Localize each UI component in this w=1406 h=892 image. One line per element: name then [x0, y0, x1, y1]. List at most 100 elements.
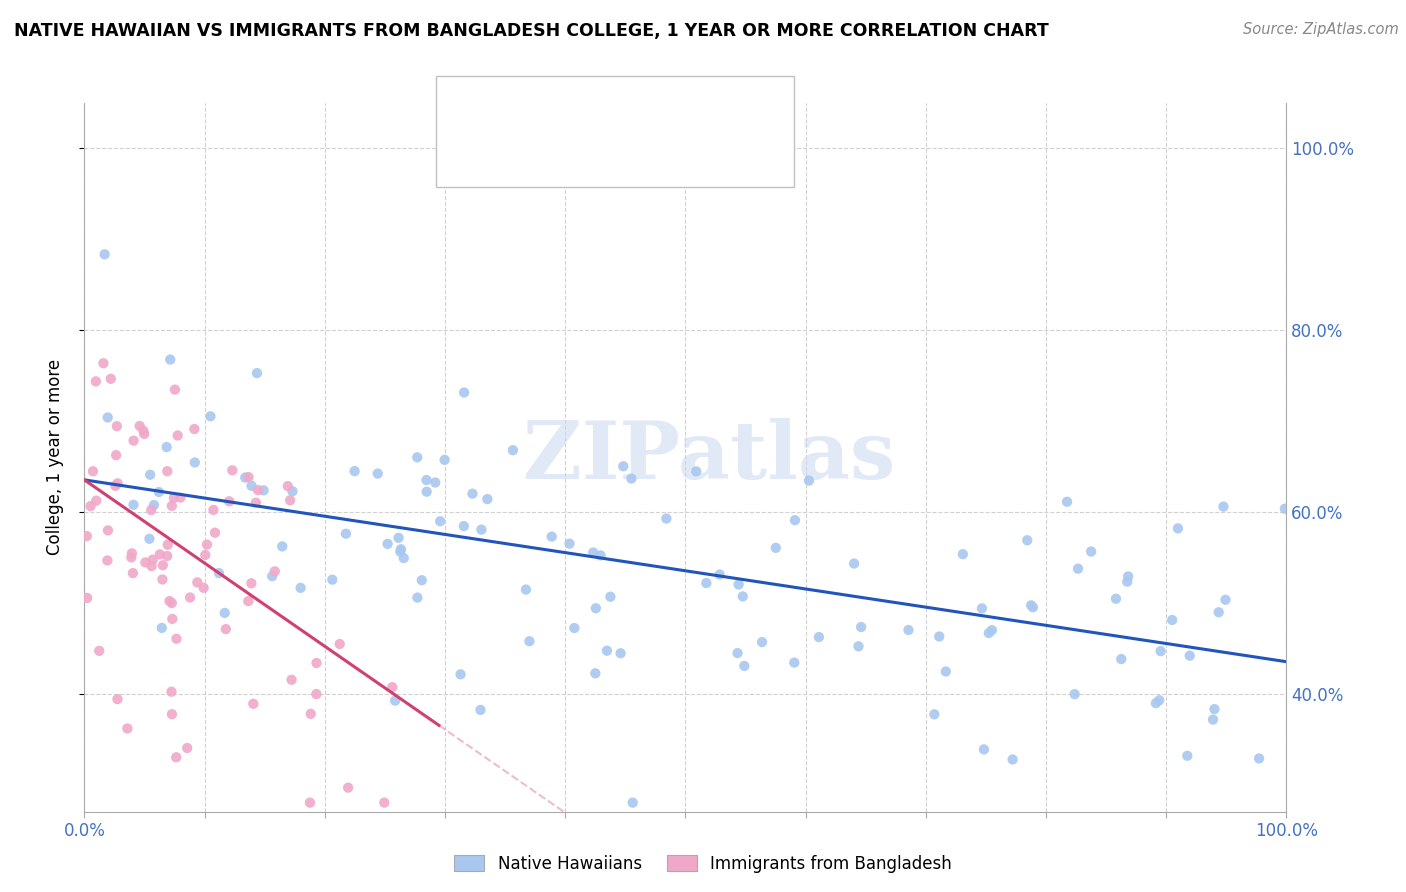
Point [159, 352, 181, 367]
Point [583, 666, 606, 681]
Text: -0.494: -0.494 [536, 100, 600, 118]
Point [84, 493, 107, 508]
Point [897, 623, 920, 637]
Point [381, 680, 404, 694]
Point [807, 630, 830, 644]
Point [433, 453, 456, 467]
Point [176, 741, 198, 756]
Point [655, 511, 678, 525]
Point [156, 549, 179, 563]
Point [169, 491, 191, 505]
Point [97, 524, 120, 538]
Point [122, 498, 145, 512]
Point [290, 581, 312, 595]
Point [159, 594, 181, 608]
Point [842, 557, 865, 571]
Point [751, 635, 773, 649]
Point [134, 427, 156, 442]
Point [849, 620, 872, 634]
Point [540, 530, 562, 544]
Point [89, 644, 111, 658]
Point [1208, 605, 1230, 619]
Point [695, 576, 717, 591]
Point [166, 632, 188, 646]
Point [263, 564, 285, 578]
Point [928, 630, 950, 644]
Point [184, 455, 207, 469]
Point [84, 375, 107, 389]
Point [564, 621, 586, 635]
Point [156, 538, 179, 552]
Point [179, 591, 201, 605]
Point [165, 750, 187, 764]
Point [519, 634, 541, 648]
Point [1178, 648, 1201, 663]
Point [1149, 693, 1171, 707]
Point [152, 558, 174, 573]
Point [765, 541, 787, 555]
Point [122, 566, 145, 580]
Point [1247, 751, 1270, 765]
Point [242, 697, 264, 711]
Point [193, 581, 215, 595]
Point [973, 742, 995, 756]
Point [160, 707, 183, 722]
Point [163, 491, 186, 505]
Point [1116, 574, 1139, 589]
Point [335, 526, 357, 541]
Point [142, 498, 165, 512]
Point [373, 796, 395, 810]
Point [977, 626, 1000, 640]
Point [1019, 599, 1042, 613]
Point [166, 428, 188, 442]
Point [1063, 687, 1085, 701]
Point [97, 410, 120, 425]
Point [329, 637, 352, 651]
Point [105, 419, 128, 434]
Point [415, 484, 437, 499]
Text: ZIPatlas: ZIPatlas [523, 418, 896, 496]
Point [783, 656, 806, 670]
Point [970, 601, 993, 615]
Point [134, 555, 156, 569]
Point [1175, 748, 1198, 763]
Point [470, 523, 492, 537]
Text: 76: 76 [651, 144, 676, 161]
Point [387, 531, 409, 545]
Point [100, 372, 122, 386]
Point [141, 559, 163, 574]
Point [470, 703, 492, 717]
Point [709, 567, 731, 582]
Point [1161, 613, 1184, 627]
Point [208, 566, 231, 580]
Point [582, 545, 605, 559]
Point [1215, 592, 1237, 607]
Point [107, 476, 129, 491]
Point [980, 623, 1002, 637]
Point [515, 582, 537, 597]
Point [384, 693, 406, 707]
Point [132, 424, 155, 438]
Point [246, 366, 269, 380]
Point [848, 640, 870, 654]
Point [202, 503, 225, 517]
Point [343, 464, 366, 478]
Point [117, 722, 139, 736]
Point [429, 514, 451, 528]
Point [1274, 501, 1296, 516]
Point [218, 494, 240, 508]
Point [1001, 752, 1024, 766]
Point [141, 503, 163, 517]
Legend: Native Hawaiians, Immigrants from Bangladesh: Native Hawaiians, Immigrants from Bangla… [447, 848, 959, 880]
Point [281, 484, 304, 499]
Point [150, 621, 173, 635]
Text: NATIVE HAWAIIAN VS IMMIGRANTS FROM BANGLADESH COLLEGE, 1 YEAR OR MORE CORRELATIO: NATIVE HAWAIIAN VS IMMIGRANTS FROM BANGL… [14, 22, 1049, 40]
Point [1022, 600, 1045, 615]
Point [82, 464, 104, 478]
Point [620, 472, 643, 486]
Text: 115: 115 [651, 100, 689, 118]
Point [215, 622, 238, 636]
Point [733, 659, 755, 673]
Point [502, 443, 524, 458]
Point [389, 542, 412, 557]
